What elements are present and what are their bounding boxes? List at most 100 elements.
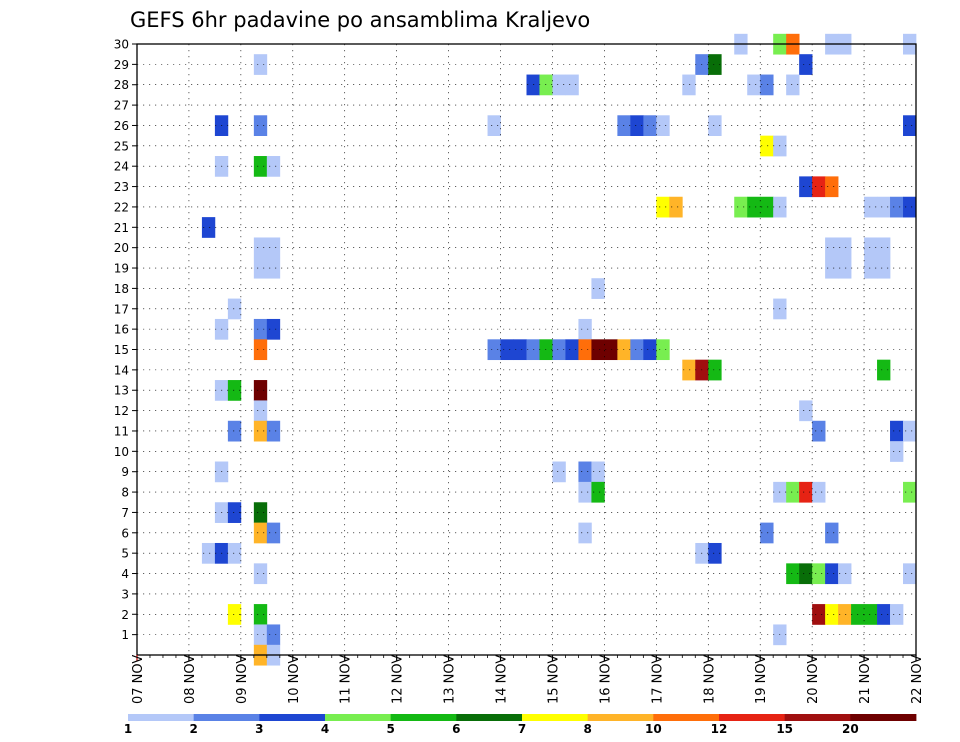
- y-tick-label: 15: [114, 343, 129, 357]
- cell-m23-s51: [799, 176, 813, 198]
- cell-m26-s40: [656, 115, 670, 136]
- cell-m22-s46: [734, 196, 748, 218]
- y-tick-label: 27: [114, 99, 129, 113]
- y-tick-label: 6: [121, 526, 129, 540]
- x-tick-label: 10 NOV: [287, 655, 302, 704]
- y-tick-label: 24: [114, 160, 129, 174]
- cell-m12-s9: [253, 400, 268, 422]
- legend-label: 6: [452, 722, 460, 736]
- legend-label: 8: [583, 722, 591, 736]
- cell-m26-s9: [253, 115, 268, 136]
- cell-m15-s27: [487, 339, 501, 361]
- cell-m24-s10: [266, 156, 281, 177]
- cell-m16-s10: [266, 318, 281, 340]
- cell-m26-s59: [903, 115, 917, 136]
- cell-m20-s54: [838, 237, 852, 259]
- legend-swatch: [259, 714, 326, 721]
- x-tick-label: 19 NOV: [754, 655, 769, 704]
- cell-m5-s5: [201, 542, 216, 564]
- legend-label: 2: [189, 722, 197, 736]
- y-tick-label: 10: [114, 445, 129, 459]
- legend-swatch: [784, 714, 851, 721]
- cell-m11-s52: [812, 420, 826, 442]
- y-axis: 1234567891011121314151617181920212223242…: [114, 38, 137, 642]
- legend-swatch: [587, 714, 654, 721]
- cell-m1-s9: [253, 624, 268, 646]
- x-tick-label: 12 NOV: [391, 655, 406, 704]
- cell-m26-s38: [630, 115, 644, 136]
- cell-m26-s27: [487, 115, 501, 136]
- y-tick-label: 30: [114, 38, 129, 52]
- cell-m28-s47: [747, 74, 761, 96]
- x-tick-label: 07 NOV: [131, 655, 146, 704]
- cell-m14-s42: [682, 359, 696, 381]
- cell-m8-s34: [578, 481, 592, 503]
- legend-label: 1: [124, 722, 132, 736]
- cell-m11-s10: [266, 420, 281, 442]
- cell-m2-s9: [253, 604, 268, 625]
- cell-m28-s33: [565, 74, 579, 96]
- cell-m19-s53: [825, 257, 839, 279]
- cell-m11-s7: [227, 420, 242, 442]
- cell-m4-s54: [838, 563, 852, 585]
- y-tick-label: 19: [114, 262, 129, 276]
- cell-m28-s42: [682, 74, 696, 96]
- cell-m8-s52: [812, 481, 826, 503]
- cell-m15-s39: [643, 339, 657, 361]
- cell-m19-s56: [864, 257, 878, 279]
- y-tick-label: 3: [121, 587, 129, 601]
- legend-label: 5: [386, 722, 394, 736]
- cell-m15-s34: [578, 339, 592, 361]
- cell-m2-s58: [890, 604, 904, 625]
- legend-swatch: [325, 714, 392, 721]
- y-tick-label: 14: [114, 363, 129, 377]
- x-tick-label: 16 NOV: [598, 655, 613, 704]
- cell-m4-s9: [253, 563, 268, 585]
- cell-m22-s48: [760, 196, 774, 218]
- x-tick-label: 15 NOV: [546, 655, 561, 704]
- color-legend: 1 2 3 4 5 6 7 8 10 12 15 20: [124, 714, 917, 736]
- cell-m15-s40: [656, 339, 670, 361]
- cell-m15-s9: [253, 339, 268, 361]
- y-tick-label: 11: [114, 424, 129, 438]
- cell-m29-s9: [253, 54, 268, 75]
- cell-m15-s38: [630, 339, 644, 361]
- cell-m11-s9: [253, 420, 268, 442]
- cell-m6-s48: [760, 522, 774, 544]
- cell-m20-s56: [864, 237, 878, 259]
- cell-m2-s57: [877, 604, 891, 625]
- cell-m14-s57: [877, 359, 891, 381]
- cell-m7-s7: [227, 502, 242, 523]
- cell-m5-s44: [708, 542, 722, 564]
- chart-title: GEFS 6hr padavine po ansamblima Kraljevo: [130, 8, 590, 32]
- x-tick-label: 20 NOV: [806, 655, 821, 704]
- y-tick-label: 29: [114, 58, 129, 72]
- cell-m20-s10: [266, 237, 281, 259]
- cell-m2-s7: [227, 604, 242, 625]
- cell-m15-s29: [513, 339, 527, 361]
- y-tick-label: 7: [121, 506, 129, 520]
- cell-m21-s5: [201, 217, 216, 238]
- cell-m20-s57: [877, 237, 891, 259]
- cell-m24-s9: [253, 156, 268, 177]
- cell-m8-s50: [786, 481, 800, 503]
- x-axis: 07 NOV 08 NOV 09 NOV 10 NOV 11 NOV 12 NOV 13 N…: [131, 655, 925, 704]
- cell-m6-s9: [253, 522, 268, 544]
- cell-m8-s35: [591, 481, 605, 503]
- cell-m2-s56: [864, 604, 878, 625]
- grid-layer: [137, 43, 916, 655]
- cell-m2-s54: [838, 604, 852, 625]
- cell-m20-s9: [253, 237, 268, 259]
- legend-swatch: [456, 714, 523, 721]
- x-tick-label: 08 NOV: [183, 655, 198, 704]
- y-tick-label: 17: [114, 302, 129, 316]
- y-tick-label: 9: [121, 465, 129, 479]
- y-tick-label: 8: [121, 486, 129, 500]
- legend-swatch: [850, 714, 917, 721]
- y-tick-label: 18: [114, 282, 129, 296]
- y-tick-label: 4: [121, 567, 129, 581]
- y-tick-label: 21: [114, 221, 129, 235]
- legend-label: 15: [776, 722, 793, 736]
- cell-m19-s54: [838, 257, 852, 279]
